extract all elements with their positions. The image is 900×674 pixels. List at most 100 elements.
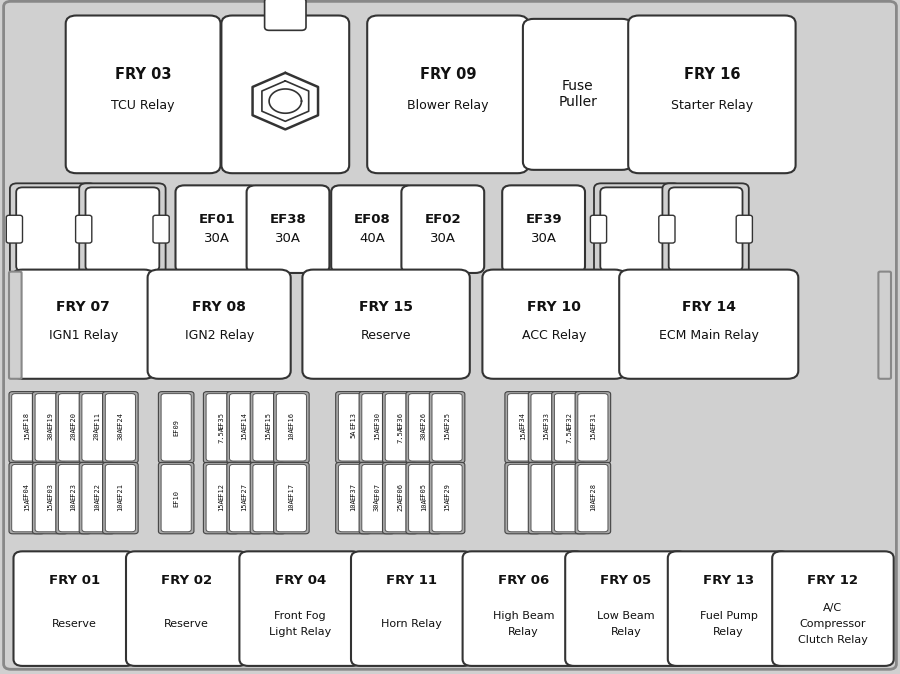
Text: EF18: EF18 xyxy=(23,412,30,429)
Text: FRY 06: FRY 06 xyxy=(498,574,549,588)
Text: EF09: EF09 xyxy=(173,419,179,436)
FancyBboxPatch shape xyxy=(221,16,349,173)
Text: 40A: 40A xyxy=(360,233,385,245)
Text: IGN2 Relay: IGN2 Relay xyxy=(184,329,254,342)
Text: ACC Relay: ACC Relay xyxy=(522,329,586,342)
Text: Fuel Pump: Fuel Pump xyxy=(699,611,758,621)
Text: EF05: EF05 xyxy=(420,483,427,500)
Text: Relay: Relay xyxy=(610,627,642,637)
Text: 15A: 15A xyxy=(590,428,596,440)
Text: Low Beam: Low Beam xyxy=(597,611,655,621)
Text: EF10: EF10 xyxy=(173,489,179,507)
Text: 15A: 15A xyxy=(444,499,450,511)
Text: EF06: EF06 xyxy=(397,483,403,500)
FancyBboxPatch shape xyxy=(206,394,236,461)
FancyBboxPatch shape xyxy=(382,462,418,534)
FancyBboxPatch shape xyxy=(531,394,562,461)
FancyBboxPatch shape xyxy=(79,462,115,534)
FancyBboxPatch shape xyxy=(619,270,798,379)
FancyBboxPatch shape xyxy=(230,464,259,532)
Text: 15A: 15A xyxy=(23,428,30,440)
Text: EF29: EF29 xyxy=(444,483,450,500)
FancyBboxPatch shape xyxy=(508,464,537,532)
FancyBboxPatch shape xyxy=(9,272,22,379)
Text: 30A: 30A xyxy=(117,428,123,440)
FancyBboxPatch shape xyxy=(401,185,484,273)
FancyBboxPatch shape xyxy=(662,183,749,275)
FancyBboxPatch shape xyxy=(502,185,585,273)
FancyBboxPatch shape xyxy=(772,551,894,666)
Text: Fuse
Puller: Fuse Puller xyxy=(558,80,598,109)
Text: 7.5A: 7.5A xyxy=(566,425,572,443)
Text: Relay: Relay xyxy=(713,627,744,637)
FancyBboxPatch shape xyxy=(367,16,528,173)
Text: 10A: 10A xyxy=(94,499,100,511)
FancyBboxPatch shape xyxy=(276,394,306,461)
FancyBboxPatch shape xyxy=(505,392,540,463)
FancyBboxPatch shape xyxy=(66,16,220,173)
FancyBboxPatch shape xyxy=(565,551,687,666)
Text: 15A: 15A xyxy=(218,499,224,511)
Text: EF26: EF26 xyxy=(420,412,427,429)
FancyBboxPatch shape xyxy=(4,1,896,669)
FancyBboxPatch shape xyxy=(362,464,392,532)
FancyBboxPatch shape xyxy=(331,185,414,273)
FancyBboxPatch shape xyxy=(668,551,789,666)
Text: 15A: 15A xyxy=(241,499,248,511)
Text: 10A: 10A xyxy=(70,499,77,511)
FancyBboxPatch shape xyxy=(336,392,371,463)
FancyBboxPatch shape xyxy=(594,183,680,275)
Text: 30A: 30A xyxy=(531,233,556,245)
Text: 30A: 30A xyxy=(275,233,301,245)
Text: FRY 09: FRY 09 xyxy=(419,67,476,82)
Text: EF22: EF22 xyxy=(94,483,100,500)
Text: EF03: EF03 xyxy=(47,483,53,500)
FancyBboxPatch shape xyxy=(148,270,291,379)
FancyBboxPatch shape xyxy=(32,392,68,463)
Text: 15A: 15A xyxy=(241,428,248,440)
FancyBboxPatch shape xyxy=(668,215,684,243)
Text: 20A: 20A xyxy=(70,428,77,440)
Text: 10A: 10A xyxy=(288,499,294,511)
Text: Reserve: Reserve xyxy=(52,619,96,629)
FancyBboxPatch shape xyxy=(58,394,88,461)
FancyBboxPatch shape xyxy=(12,270,155,379)
FancyBboxPatch shape xyxy=(554,464,585,532)
FancyBboxPatch shape xyxy=(32,462,68,534)
FancyBboxPatch shape xyxy=(528,462,563,534)
Text: FRY 04: FRY 04 xyxy=(274,574,326,588)
FancyBboxPatch shape xyxy=(385,464,416,532)
FancyBboxPatch shape xyxy=(669,187,742,271)
FancyBboxPatch shape xyxy=(554,394,585,461)
FancyBboxPatch shape xyxy=(552,462,587,534)
Text: ECM Main Relay: ECM Main Relay xyxy=(659,329,759,342)
Text: Reserve: Reserve xyxy=(361,329,411,342)
FancyBboxPatch shape xyxy=(161,394,191,461)
FancyBboxPatch shape xyxy=(250,392,285,463)
Text: FRY 10: FRY 10 xyxy=(527,301,580,315)
FancyBboxPatch shape xyxy=(531,464,562,532)
FancyBboxPatch shape xyxy=(590,215,607,243)
FancyBboxPatch shape xyxy=(12,464,41,532)
FancyBboxPatch shape xyxy=(432,394,463,461)
FancyBboxPatch shape xyxy=(528,392,563,463)
Text: EF21: EF21 xyxy=(117,483,123,500)
Text: 5A: 5A xyxy=(350,430,356,438)
Text: EF16: EF16 xyxy=(288,412,294,429)
FancyBboxPatch shape xyxy=(14,551,135,666)
FancyBboxPatch shape xyxy=(206,464,236,532)
Text: 10A: 10A xyxy=(117,499,123,511)
Text: EF30: EF30 xyxy=(374,412,380,429)
FancyBboxPatch shape xyxy=(302,270,470,379)
FancyBboxPatch shape xyxy=(429,462,464,534)
Text: FRY 11: FRY 11 xyxy=(386,574,437,588)
Text: EF24: EF24 xyxy=(117,412,123,429)
FancyBboxPatch shape xyxy=(82,394,112,461)
FancyBboxPatch shape xyxy=(600,187,674,271)
Text: 15A: 15A xyxy=(543,428,549,440)
FancyBboxPatch shape xyxy=(158,392,194,463)
FancyBboxPatch shape xyxy=(56,392,92,463)
FancyBboxPatch shape xyxy=(158,462,194,534)
Text: 15A: 15A xyxy=(265,428,271,440)
Text: 15A: 15A xyxy=(374,428,380,440)
